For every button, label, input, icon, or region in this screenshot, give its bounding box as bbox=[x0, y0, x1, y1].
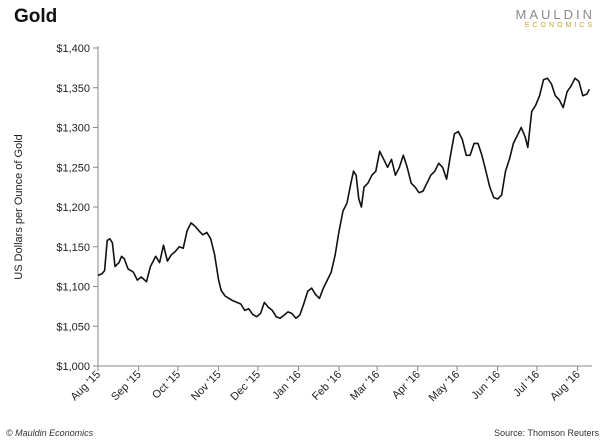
y-tick-label: $1,200 bbox=[56, 202, 90, 214]
y-tick-label: $1,100 bbox=[56, 282, 90, 294]
gold-price-line bbox=[97, 77, 591, 320]
x-tick-label: Aug '15 bbox=[68, 369, 103, 404]
x-tick-label: Nov '15 bbox=[189, 369, 224, 404]
x-tick-label: Jan '16 bbox=[270, 369, 303, 402]
x-tick-label: Oct '15 bbox=[150, 369, 183, 402]
x-tick-label: Jul '16 bbox=[511, 369, 542, 400]
y-tick-label: $1,400 bbox=[56, 43, 90, 55]
logo-subtitle: ECONOMICS bbox=[524, 22, 595, 29]
y-tick-label: $1,300 bbox=[56, 123, 90, 135]
y-tick-label: $1,050 bbox=[56, 321, 90, 333]
x-tick-label: Sep '15 bbox=[109, 369, 144, 404]
y-tick-label: $1,350 bbox=[56, 83, 90, 95]
publisher-logo: MAULDIN ECONOMICS bbox=[515, 8, 595, 30]
y-axis-title: US Dollars per Ounce of Gold bbox=[13, 134, 25, 280]
x-tick-label: Dec '15 bbox=[228, 369, 263, 404]
y-tick-label: $1,150 bbox=[56, 242, 90, 254]
source-text: Source: Thomson Reuters bbox=[494, 428, 599, 438]
x-tick-label: May '16 bbox=[427, 369, 462, 404]
y-tick-label: $1,000 bbox=[56, 361, 90, 373]
x-tick-label: Feb '16 bbox=[310, 369, 344, 403]
logo-wordmark: MAULDIN bbox=[515, 7, 595, 22]
y-tick-label: $1,250 bbox=[56, 162, 90, 174]
x-tick-label: Mar '16 bbox=[348, 369, 382, 403]
x-tick-label: Aug '16 bbox=[548, 369, 583, 404]
x-tick-label: Apr '16 bbox=[390, 369, 423, 402]
credit-text: © Mauldin Economics bbox=[6, 428, 94, 438]
x-tick-label: Jun '16 bbox=[469, 369, 502, 402]
chart-title: Gold bbox=[14, 6, 58, 27]
